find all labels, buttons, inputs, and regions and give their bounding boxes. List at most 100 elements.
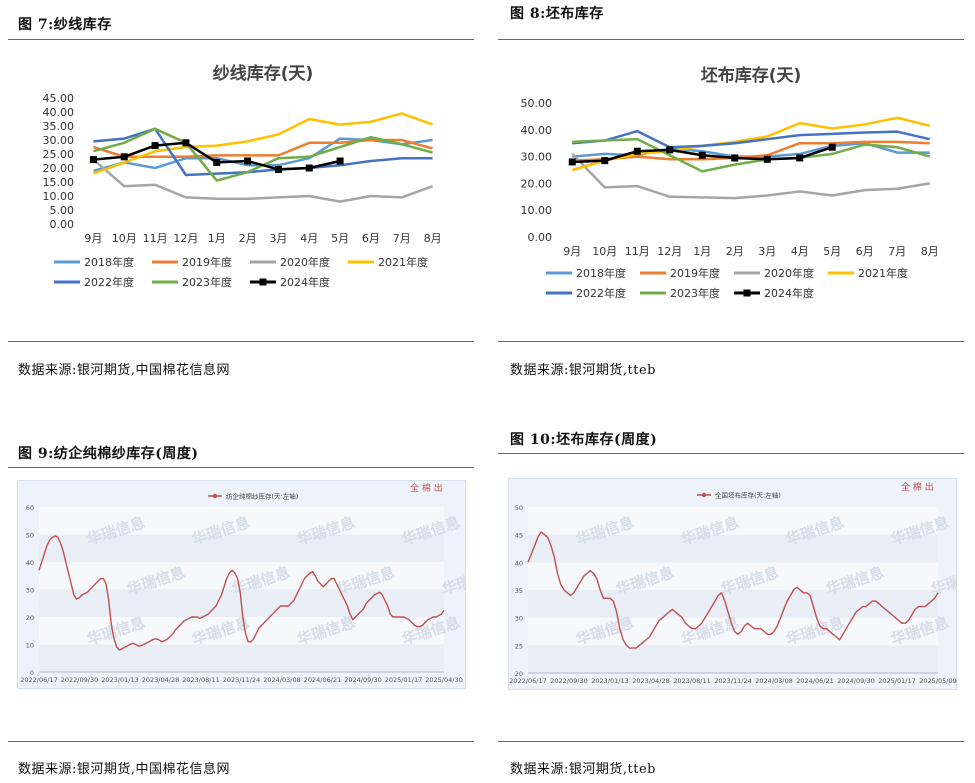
data-point [601,157,609,165]
grid-band [528,562,938,590]
legend-label: 2020年度 [280,255,330,269]
data-point [182,139,190,147]
y-tick-label: 20 [26,614,34,622]
x-tick-label: 2024/06/21 [304,676,341,684]
x-tick-label: 2025/05/09 [919,677,956,685]
y-tick-label: 25.00 [43,148,75,161]
grid-band [528,645,938,673]
y-tick-label: 35.00 [43,120,75,133]
y-tick-label: 20.00 [521,177,553,190]
x-tick-label: 2023/08/11 [182,676,219,684]
y-tick-label: 50.00 [521,97,553,110]
grid-band [39,617,444,645]
x-tick-label: 9月 [84,232,102,245]
x-tick-label: 4月 [300,232,318,245]
data-point [796,154,804,162]
data-point [698,151,706,159]
yarn-inventory-chart: 纱线库存(天) 0.005.0010.0015.0020.0025.0030.00… [43,63,442,289]
figure-7-top-rule [8,39,474,40]
x-tick-label: 2023/04/28 [632,677,669,685]
chart-title: 坯布库存(天) [701,65,802,86]
x-tick-label: 1月 [208,232,226,245]
figure-9-title: 图 9:纺企纯棉纱库存(周度) [18,446,199,462]
y-tick-label: 50 [515,504,523,512]
x-tick-label: 2023/01/13 [591,677,628,685]
figure-8-top-rule [498,39,964,40]
y-tick-label: 30.00 [521,151,553,164]
y-tick-label: 0.00 [528,231,553,244]
legend-label: 2022年度 [576,286,626,300]
figure-10-title: 图 10:坯布库存(周度) [510,432,658,448]
series-line [527,531,939,649]
figure-9-bottom-rule [8,741,474,742]
x-tick-label: 8月 [921,245,939,258]
series-line [38,535,445,651]
x-tick-label: 12月 [657,245,682,258]
x-tick-label: 4月 [791,245,809,258]
chart-title: 纱线库存(天) [213,63,314,84]
grid-band [528,534,938,563]
y-tick-label: 30 [515,615,523,623]
x-tick-label: 2023/01/13 [101,676,138,684]
x-tick-label: 7月 [393,232,411,245]
data-point [568,158,576,166]
series-line [572,129,931,149]
figure-10-top-rule [498,453,964,454]
y-tick-label: 30 [26,587,34,595]
legend-marker [259,278,267,286]
x-tick-label: 2024/03/08 [263,676,300,684]
legend-label: 2023年度 [182,275,232,289]
data-point [305,164,313,172]
y-tick-label: 20 [515,670,523,678]
x-tick-label: 2024/06/21 [796,677,833,685]
y-tick-label: 50 [26,532,34,540]
x-tick-label: 1月 [693,245,711,258]
y-tick-label: 35 [515,587,523,595]
data-point [213,158,221,166]
y-tick-label: 45 [515,532,523,540]
data-point [828,143,836,151]
legend-label: 纺企纯棉纱库存(天:左轴) [226,492,298,501]
data-point [120,153,128,161]
y-tick-label: 60 [26,504,34,512]
x-tick-label: 2023/04/28 [142,676,179,684]
x-tick-label: 3月 [758,245,776,258]
x-tick-label: 11月 [625,245,650,258]
y-tick-label: 40 [26,559,34,567]
legend-label: 2018年度 [576,266,626,280]
x-tick-label: 2022/06/17 [509,677,546,685]
y-tick-label: 40.00 [521,124,553,137]
figure-9-top-rule [8,467,474,468]
x-tick-label: 2025/01/17 [385,676,422,684]
series-line [572,140,930,162]
legend-marker [743,289,751,297]
series-line [92,112,434,175]
figure-7-source: 数据来源:银河期货,中国棉花信息网 [18,363,231,378]
x-tick-label: 2023/11/24 [714,677,751,685]
y-tick-label: 10.00 [521,204,553,217]
figure-8-bottom-rule [498,341,964,342]
y-tick-label: 40.00 [43,106,75,119]
grid-band [39,534,444,562]
x-tick-label: 2月 [239,232,257,245]
x-tick-label: 5月 [823,245,841,258]
x-tick-label: 2月 [726,245,744,258]
legend-label: 2018年度 [84,255,134,269]
x-tick-label: 7月 [888,245,906,258]
x-tick-label: 2022/06/17 [20,676,57,684]
legend-label: 2021年度 [378,255,428,269]
x-tick-label: 6月 [856,245,874,258]
legend-label: 2024年度 [280,275,330,289]
series-line [572,137,931,173]
legend-marker [212,493,218,499]
grey-fabric-inventory-chart: 坯布库存(天) 0.00 10.00 20.00 30.00 40.00 50.00 9月 10… [521,65,939,300]
x-tick-label: 8月 [424,232,442,245]
x-tick-label: 2025/04/30 [425,676,462,684]
corner-logo-text: 全 棉 出 [901,481,934,493]
data-point [89,156,97,164]
corner-logo-text: 全 棉 出 [410,482,443,494]
legend-label: 2023年度 [670,286,720,300]
data-point [336,157,344,165]
y-tick-label: 45.00 [43,92,75,105]
